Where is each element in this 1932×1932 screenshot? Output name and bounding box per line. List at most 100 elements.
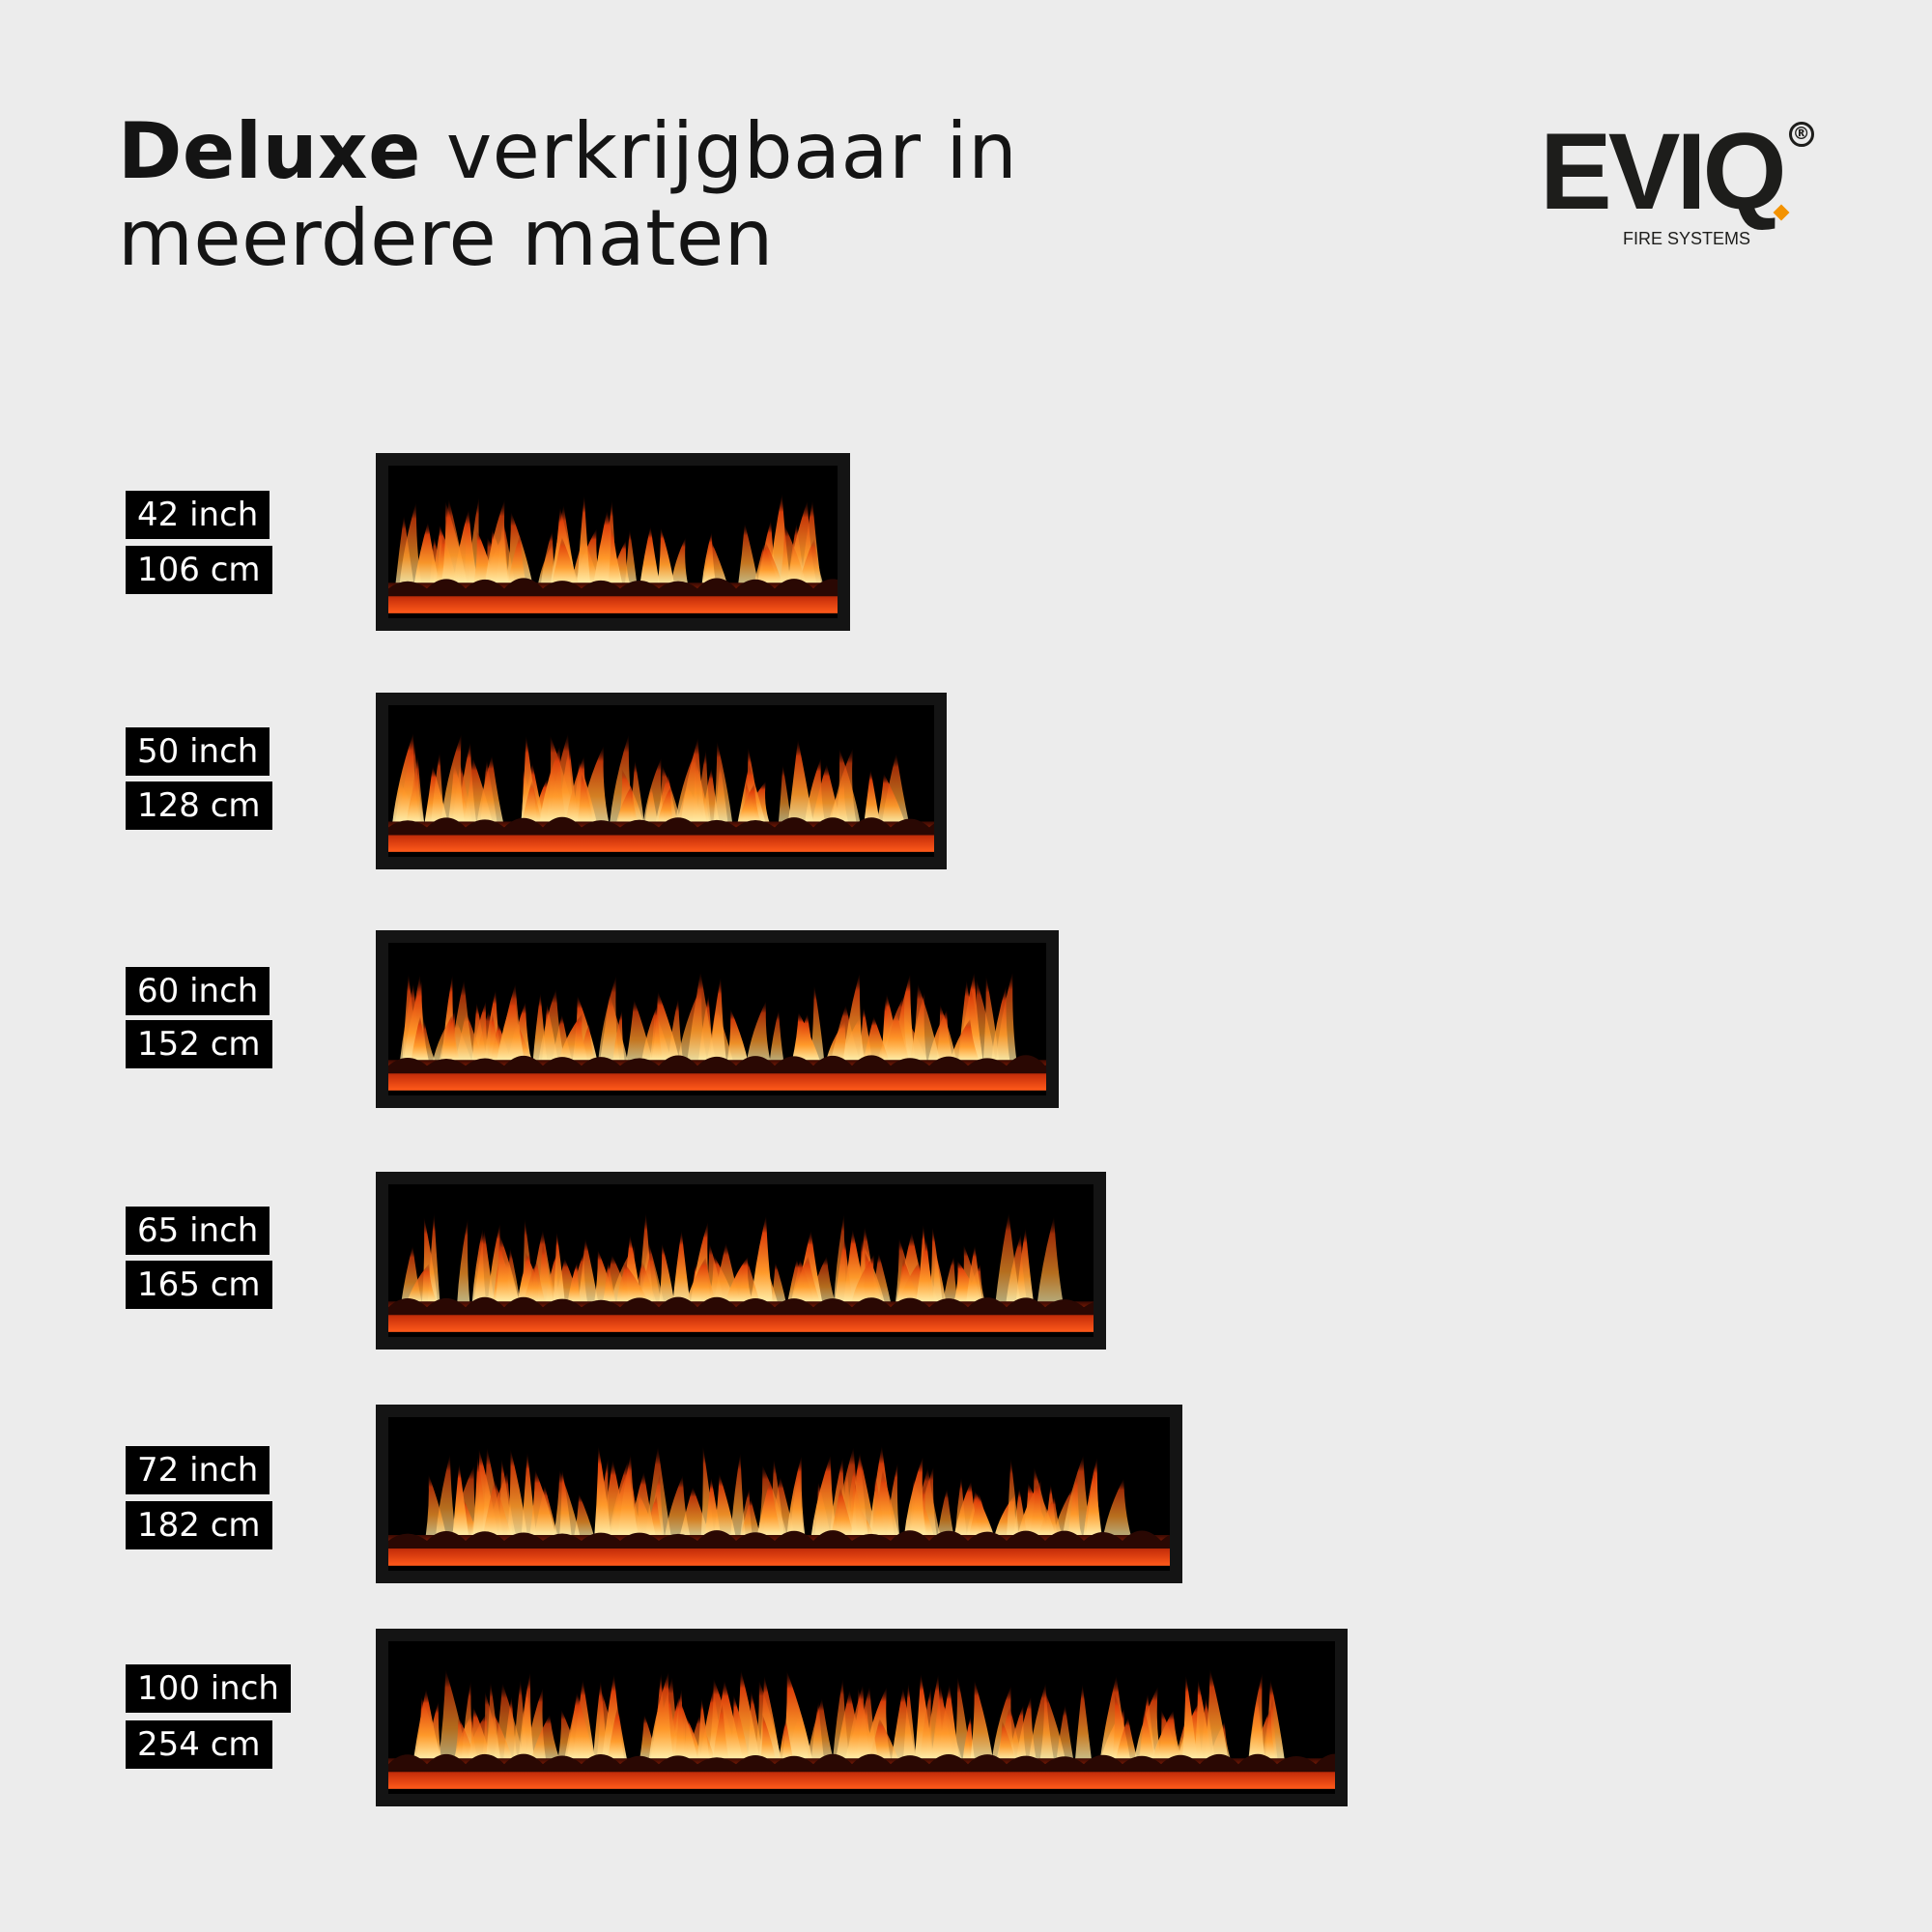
- flame: [659, 1242, 675, 1304]
- flame: [810, 1455, 838, 1538]
- logs: [388, 1055, 1046, 1074]
- flame: [624, 528, 638, 585]
- flame: [1204, 1668, 1229, 1761]
- flame: [648, 1670, 674, 1761]
- flame: [639, 1251, 663, 1304]
- flame: [603, 1262, 616, 1304]
- flame: [779, 524, 807, 585]
- flame: [1152, 1710, 1182, 1761]
- flame: [903, 1456, 926, 1538]
- flame: [726, 1009, 749, 1063]
- flame: [674, 1696, 698, 1761]
- flame: [760, 1714, 776, 1761]
- flame: [452, 1463, 469, 1538]
- flame: [687, 971, 717, 1063]
- flame: [810, 984, 825, 1063]
- flame: [771, 1262, 786, 1304]
- flame: [657, 785, 674, 824]
- flame: [412, 1689, 441, 1761]
- fireplace-image: [376, 1172, 1106, 1350]
- logs: [388, 578, 838, 597]
- fireplace-image: [376, 930, 1059, 1108]
- flame: [701, 531, 717, 585]
- registered-icon: ®: [1788, 122, 1814, 147]
- flame: [851, 1451, 868, 1538]
- flame: [991, 984, 1010, 1063]
- flame: [995, 1212, 1021, 1304]
- size-cm-label: 152 cm: [126, 1020, 272, 1068]
- flame: [577, 494, 591, 585]
- flame: [970, 1679, 994, 1761]
- flame: [507, 533, 526, 585]
- flame: [831, 1487, 855, 1538]
- flame: [769, 1009, 784, 1063]
- flame: [642, 757, 666, 824]
- flame: [594, 1445, 611, 1538]
- flame: [664, 1475, 691, 1538]
- flame: [1102, 1478, 1132, 1538]
- flame: [1006, 1457, 1019, 1538]
- flame: [495, 1238, 511, 1304]
- flame: [746, 1000, 771, 1063]
- logo-wordmark: EVIQ: [1540, 111, 1787, 232]
- flame: [450, 979, 474, 1063]
- flame: [440, 733, 466, 824]
- flame: [730, 1452, 746, 1538]
- flame: [740, 1497, 761, 1538]
- flame: [615, 784, 639, 824]
- flame: [929, 1226, 943, 1304]
- flame: [486, 1681, 500, 1761]
- flame: [608, 526, 621, 585]
- fireplace-image: [376, 693, 947, 869]
- flame: [713, 1473, 736, 1538]
- flame: [938, 1684, 960, 1761]
- flame: [567, 1262, 582, 1304]
- flame: [577, 772, 594, 824]
- flame: [538, 988, 565, 1063]
- flame: [881, 993, 910, 1063]
- logo-row: EVIQ ®: [1540, 111, 1814, 232]
- fire-scene: [388, 466, 838, 618]
- flame: [574, 1493, 595, 1538]
- size-cm-label: 128 cm: [126, 781, 272, 830]
- flame: [1074, 1683, 1093, 1761]
- flame: [474, 1010, 504, 1063]
- flame: [834, 1236, 854, 1304]
- flame: [1181, 1674, 1198, 1761]
- logo-tagline: FIRE SYSTEMS: [1623, 229, 1751, 248]
- flame: [790, 1255, 821, 1304]
- flame: [895, 1258, 920, 1304]
- eviq-logo: EVIQ ® FIRE SYSTEMS: [1540, 111, 1814, 249]
- flame: [399, 501, 422, 585]
- flame: [578, 1237, 599, 1304]
- fireplace-image: [376, 1629, 1348, 1806]
- flame: [937, 1488, 954, 1538]
- flame: [794, 1013, 816, 1063]
- flame: [440, 1013, 458, 1063]
- flame: [672, 1230, 691, 1304]
- flame: [807, 1697, 834, 1761]
- flame: [712, 1703, 729, 1761]
- flame: [799, 538, 824, 585]
- flame: [1016, 1696, 1037, 1761]
- size-inch-label: 60 inch: [126, 967, 270, 1015]
- flame: [482, 1479, 512, 1538]
- flame: [551, 536, 580, 585]
- flame: [464, 513, 476, 585]
- flame: [713, 740, 733, 824]
- flame: [872, 1469, 899, 1538]
- flame: [574, 1015, 588, 1063]
- flame: [751, 1215, 774, 1304]
- page-title: Deluxe verkrijgbaar in meerdere maten: [118, 108, 1017, 282]
- flame: [413, 522, 440, 585]
- flame: [607, 1706, 628, 1761]
- flame: [1115, 1717, 1138, 1761]
- flame: [522, 781, 543, 824]
- flame: [554, 1469, 581, 1538]
- flame: [457, 1218, 470, 1304]
- flame: [704, 1477, 722, 1538]
- flame: [920, 1686, 934, 1761]
- flame: [724, 1256, 753, 1304]
- size-cm-label: 165 cm: [126, 1261, 272, 1309]
- flame: [902, 1682, 917, 1761]
